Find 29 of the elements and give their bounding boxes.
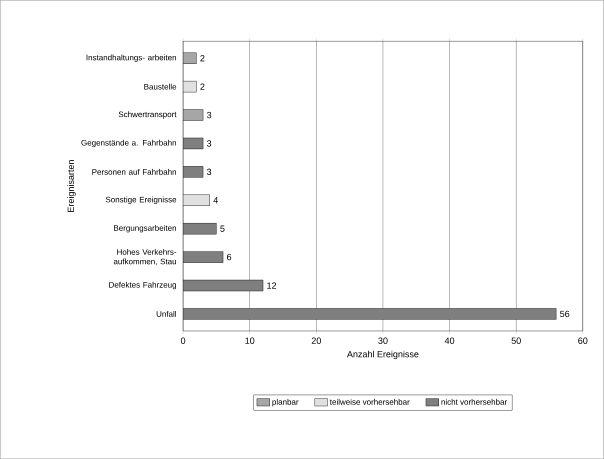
bar (183, 280, 264, 292)
x-tick-label: 20 (312, 337, 321, 344)
bar (183, 166, 204, 178)
bar (183, 251, 224, 263)
x-axis-title: Anzahl Ereignisse (346, 350, 419, 360)
bar (183, 109, 204, 121)
data-label: 5 (220, 226, 225, 232)
data-label: 6 (227, 254, 232, 260)
data-label: 3 (206, 112, 212, 118)
data-label: 3 (206, 140, 212, 147)
x-tick-label: 50 (512, 337, 521, 344)
data-label: 4 (213, 197, 218, 204)
data-label: 56 (560, 310, 570, 318)
y-axis-title: Ereignisarten (67, 160, 76, 212)
x-tick-label: 40 (444, 337, 454, 344)
bar (183, 308, 556, 320)
bar (183, 138, 204, 150)
data-label: 12 (267, 282, 276, 289)
x-tick-label: 30 (378, 337, 388, 344)
x-tick-label: 0 (180, 337, 186, 344)
data-label: 3 (206, 168, 212, 176)
x-tick-label: 60 (578, 337, 588, 344)
bar (183, 80, 197, 92)
data-label: 2 (200, 55, 204, 62)
x-tick-label: 10 (245, 337, 254, 344)
bar (183, 222, 217, 234)
bar (183, 194, 210, 206)
bar (183, 52, 197, 64)
data-label: 2 (200, 83, 204, 90)
